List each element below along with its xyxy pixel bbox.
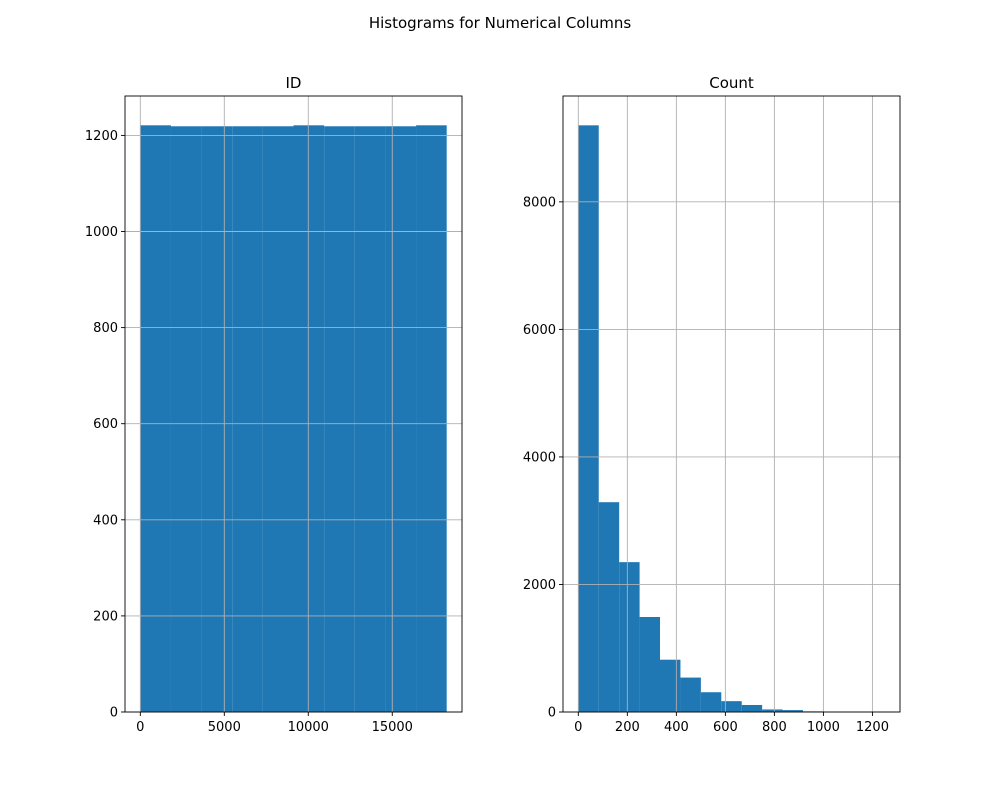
x-tick-label: 5000 [208,720,241,735]
histogram-bar [598,502,620,712]
histogram-bar [619,562,640,712]
histogram-bar [170,126,202,712]
x-tick-label: 800 [762,720,787,735]
histogram-bar [680,677,701,712]
y-tick-label: 1200 [85,129,118,144]
y-tick-label: 400 [93,513,118,528]
y-tick-label: 2000 [523,578,556,593]
histogram-bar [262,126,294,712]
x-tick-label: 1000 [807,720,840,735]
axes-title-count: Count [709,74,754,92]
x-tick-label: 10000 [288,720,329,735]
histogram-id: ID 0 5000 10000 15000 0 200 400 600 800 1000 1200 [85,74,463,735]
axes-title-id: ID [286,74,302,92]
histogram-bar [721,701,742,712]
y-tick-label: 200 [93,609,118,624]
x-axis-id: 0 5000 10000 15000 [136,712,413,735]
histogram-bar [201,126,233,712]
histogram-bar [232,126,263,712]
histogram-bar [700,692,722,712]
histogram-bar [385,126,417,712]
x-tick-label: 0 [136,720,144,735]
histogram-bar [140,125,171,712]
x-tick-label: 0 [574,720,582,735]
x-axis-count: 0 200 400 600 800 1000 1200 [574,712,889,735]
histogram-bar [762,709,783,712]
histogram-bar [782,710,803,712]
histogram-bar [741,704,763,712]
axes-frame [562,95,901,713]
histogram-count: Count 0 200 400 600 800 1000 1200 0 2000 4000 6000… [523,74,901,735]
histogram-bar [639,616,661,712]
histogram-bar [354,126,386,712]
histogram-bar [293,125,325,712]
y-tick-label: 0 [110,706,118,721]
y-tick-label: 8000 [523,195,556,210]
y-tick-label: 4000 [523,450,556,465]
y-axis-id: 0 200 400 600 800 1000 1200 [85,129,125,721]
axes-frame [124,95,463,713]
x-tick-label: 1200 [856,720,889,735]
bars-id [140,125,447,712]
y-tick-label: 6000 [523,323,556,338]
y-tick-label: 0 [548,706,556,721]
x-tick-label: 15000 [372,720,413,735]
y-axis-count: 0 2000 4000 6000 8000 [523,195,563,721]
figure-title: Histograms for Numerical Columns [369,14,632,32]
histogram-bar [578,125,599,712]
histogram-bar [324,126,355,712]
y-tick-label: 1000 [85,225,118,240]
grid-count [563,96,900,713]
x-tick-label: 600 [713,720,738,735]
x-tick-label: 200 [615,720,640,735]
x-tick-label: 400 [664,720,689,735]
y-tick-label: 800 [93,321,118,336]
y-tick-label: 600 [93,417,118,432]
histogram-bar [416,125,447,712]
bars-count [578,125,885,712]
histogram-bar [660,659,681,712]
